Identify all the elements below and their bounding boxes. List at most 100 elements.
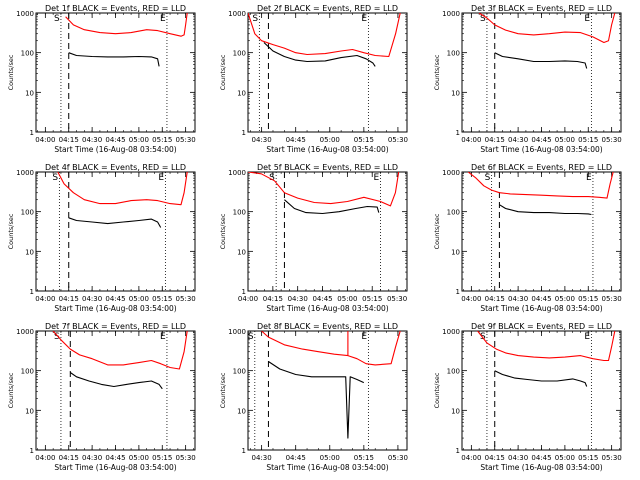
x-tick-label: 04:45 xyxy=(531,136,551,144)
x-axis-label: Start Time (16-Aug-08 03:54:00) xyxy=(54,145,176,154)
x-tick-label: 05:15 xyxy=(578,136,598,144)
x-axis-label: Start Time (16-Aug-08 03:54:00) xyxy=(480,304,602,313)
y-axis-label: Counts/sec xyxy=(433,372,441,408)
start-marker-label: S xyxy=(248,332,254,342)
x-tick-label: 05:00 xyxy=(129,295,149,303)
x-tick-label: 04:15 xyxy=(485,295,505,303)
x-tick-label: 04:45 xyxy=(531,454,551,462)
x-axis-label: Start Time (16-Aug-08 03:54:00) xyxy=(266,145,388,154)
x-axis-label: Start Time (16-Aug-08 03:54:00) xyxy=(266,304,388,313)
series-line-events xyxy=(499,204,592,216)
x-tick-label: 04:00 xyxy=(461,454,481,462)
chart-panel-3: Det 3f BLACK = Events, RED = LLD Counts/s… xyxy=(433,4,622,154)
x-axis-label: Start Time (16-Aug-08 03:54:00) xyxy=(54,304,176,313)
chart-panel-2: Det 2f BLACK = Events, RED = LLD Counts/s… xyxy=(219,4,408,154)
x-tick-label: 04:30 xyxy=(288,295,308,303)
x-tick-label: 04:45 xyxy=(105,295,125,303)
x-tick-label: 05:30 xyxy=(602,295,622,303)
x-tick-label: 05:30 xyxy=(176,136,196,144)
chart-panel-1: Det 1f BLACK = Events, RED = LLD Counts/s… xyxy=(7,4,196,154)
x-tick-label: 04:30 xyxy=(82,295,102,303)
x-tick-label: 05:00 xyxy=(129,136,149,144)
y-tick-label: 100 xyxy=(447,368,460,376)
y-tick-label: 1 xyxy=(30,129,34,137)
chart-panel-9: Det 9f BLACK = Events, RED = LLD Counts/s… xyxy=(433,322,622,472)
x-axis-label: Start Time (16-Aug-08 03:54:00) xyxy=(480,463,602,472)
x-tick-label: 04:15 xyxy=(59,136,79,144)
x-tick-label: 04:00 xyxy=(238,295,258,303)
plot-frame xyxy=(35,12,196,133)
y-tick-label: 1 xyxy=(456,129,460,137)
y-tick-label: 10 xyxy=(237,89,246,97)
x-tick-label: 04:00 xyxy=(35,454,55,462)
x-tick-label: 05:30 xyxy=(388,136,408,144)
y-tick-label: 10 xyxy=(25,248,34,256)
chart-title: Det 1f BLACK = Events, RED = LLD xyxy=(45,4,186,13)
x-tick-label: 05:30 xyxy=(387,295,407,303)
x-tick-label: 05:00 xyxy=(320,136,340,144)
chart-panel-8: Det 8f BLACK = Events, RED = LLD Counts/s… xyxy=(219,322,408,472)
x-tick-label: 05:15 xyxy=(578,454,598,462)
y-tick-label: 10 xyxy=(25,407,34,415)
y-tick-label: 1000 xyxy=(442,328,460,336)
chart-title: Det 9f BLACK = Events, RED = LLD xyxy=(471,322,612,331)
y-axis-label: Counts/sec xyxy=(219,372,227,408)
x-tick-label: 05:30 xyxy=(176,454,196,462)
start-marker-label: S xyxy=(54,14,60,24)
series-line-events xyxy=(284,199,380,215)
x-tick-label: 05:00 xyxy=(555,454,575,462)
series-line-lld xyxy=(57,172,188,206)
plot-frame xyxy=(247,330,408,451)
chart-title: Det 2f BLACK = Events, RED = LLD xyxy=(257,4,398,13)
y-tick-label: 1 xyxy=(456,447,460,455)
x-tick-label: 05:30 xyxy=(388,454,408,462)
x-axis-label: Start Time (16-Aug-08 03:54:00) xyxy=(480,145,602,154)
end-marker-label: E xyxy=(584,332,590,342)
y-tick-label: 1000 xyxy=(16,169,34,177)
chart-title: Det 8f BLACK = Events, RED = LLD xyxy=(257,322,398,331)
end-marker-label: E xyxy=(160,332,166,342)
x-tick-label: 04:30 xyxy=(82,454,102,462)
y-tick-label: 1000 xyxy=(16,328,34,336)
x-tick-label: 04:45 xyxy=(286,136,306,144)
y-tick-label: 10 xyxy=(451,407,460,415)
y-tick-label: 1 xyxy=(242,288,246,296)
chart-title: Det 6f BLACK = Events, RED = LLD xyxy=(471,163,612,172)
end-marker-label: E xyxy=(361,14,367,24)
start-marker-label: S xyxy=(485,173,491,183)
x-tick-label: 05:00 xyxy=(555,136,575,144)
x-tick-label: 05:00 xyxy=(337,295,357,303)
start-marker-label: S xyxy=(252,14,258,24)
y-tick-label: 1 xyxy=(456,288,460,296)
x-tick-label: 05:00 xyxy=(129,454,149,462)
x-tick-label: 05:15 xyxy=(362,295,382,303)
series-line-lld xyxy=(261,331,401,366)
y-axis-label: Counts/sec xyxy=(7,372,15,408)
x-tick-label: 05:30 xyxy=(602,454,622,462)
chart-title: Det 7f BLACK = Events, RED = LLD xyxy=(45,322,186,331)
series-line-lld xyxy=(478,13,616,44)
x-tick-label: 04:15 xyxy=(263,295,283,303)
series-line-lld xyxy=(248,13,401,58)
y-tick-label: 1 xyxy=(30,447,34,455)
x-tick-label: 04:45 xyxy=(531,295,551,303)
y-tick-label: 100 xyxy=(21,368,34,376)
series-line-events xyxy=(268,361,365,439)
start-marker-label: S xyxy=(52,173,58,183)
x-tick-label: 04:30 xyxy=(508,136,528,144)
chart-panel-4: Det 4f BLACK = Events, RED = LLD Counts/s… xyxy=(7,163,196,313)
y-tick-label: 1 xyxy=(242,447,246,455)
y-axis-label: Counts/sec xyxy=(433,54,441,90)
plot-frame xyxy=(461,171,622,292)
y-tick-label: 100 xyxy=(233,209,246,217)
y-tick-label: 1000 xyxy=(228,10,246,18)
x-tick-label: 05:30 xyxy=(602,136,622,144)
start-marker-label: S xyxy=(480,14,486,24)
series-line-events xyxy=(68,52,160,67)
y-tick-label: 10 xyxy=(25,89,34,97)
end-marker-label: E xyxy=(361,332,367,342)
x-tick-label: 04:45 xyxy=(105,136,125,144)
x-axis-label: Start Time (16-Aug-08 03:54:00) xyxy=(54,463,176,472)
y-tick-label: 10 xyxy=(237,248,246,256)
y-axis-label: Counts/sec xyxy=(219,213,227,249)
